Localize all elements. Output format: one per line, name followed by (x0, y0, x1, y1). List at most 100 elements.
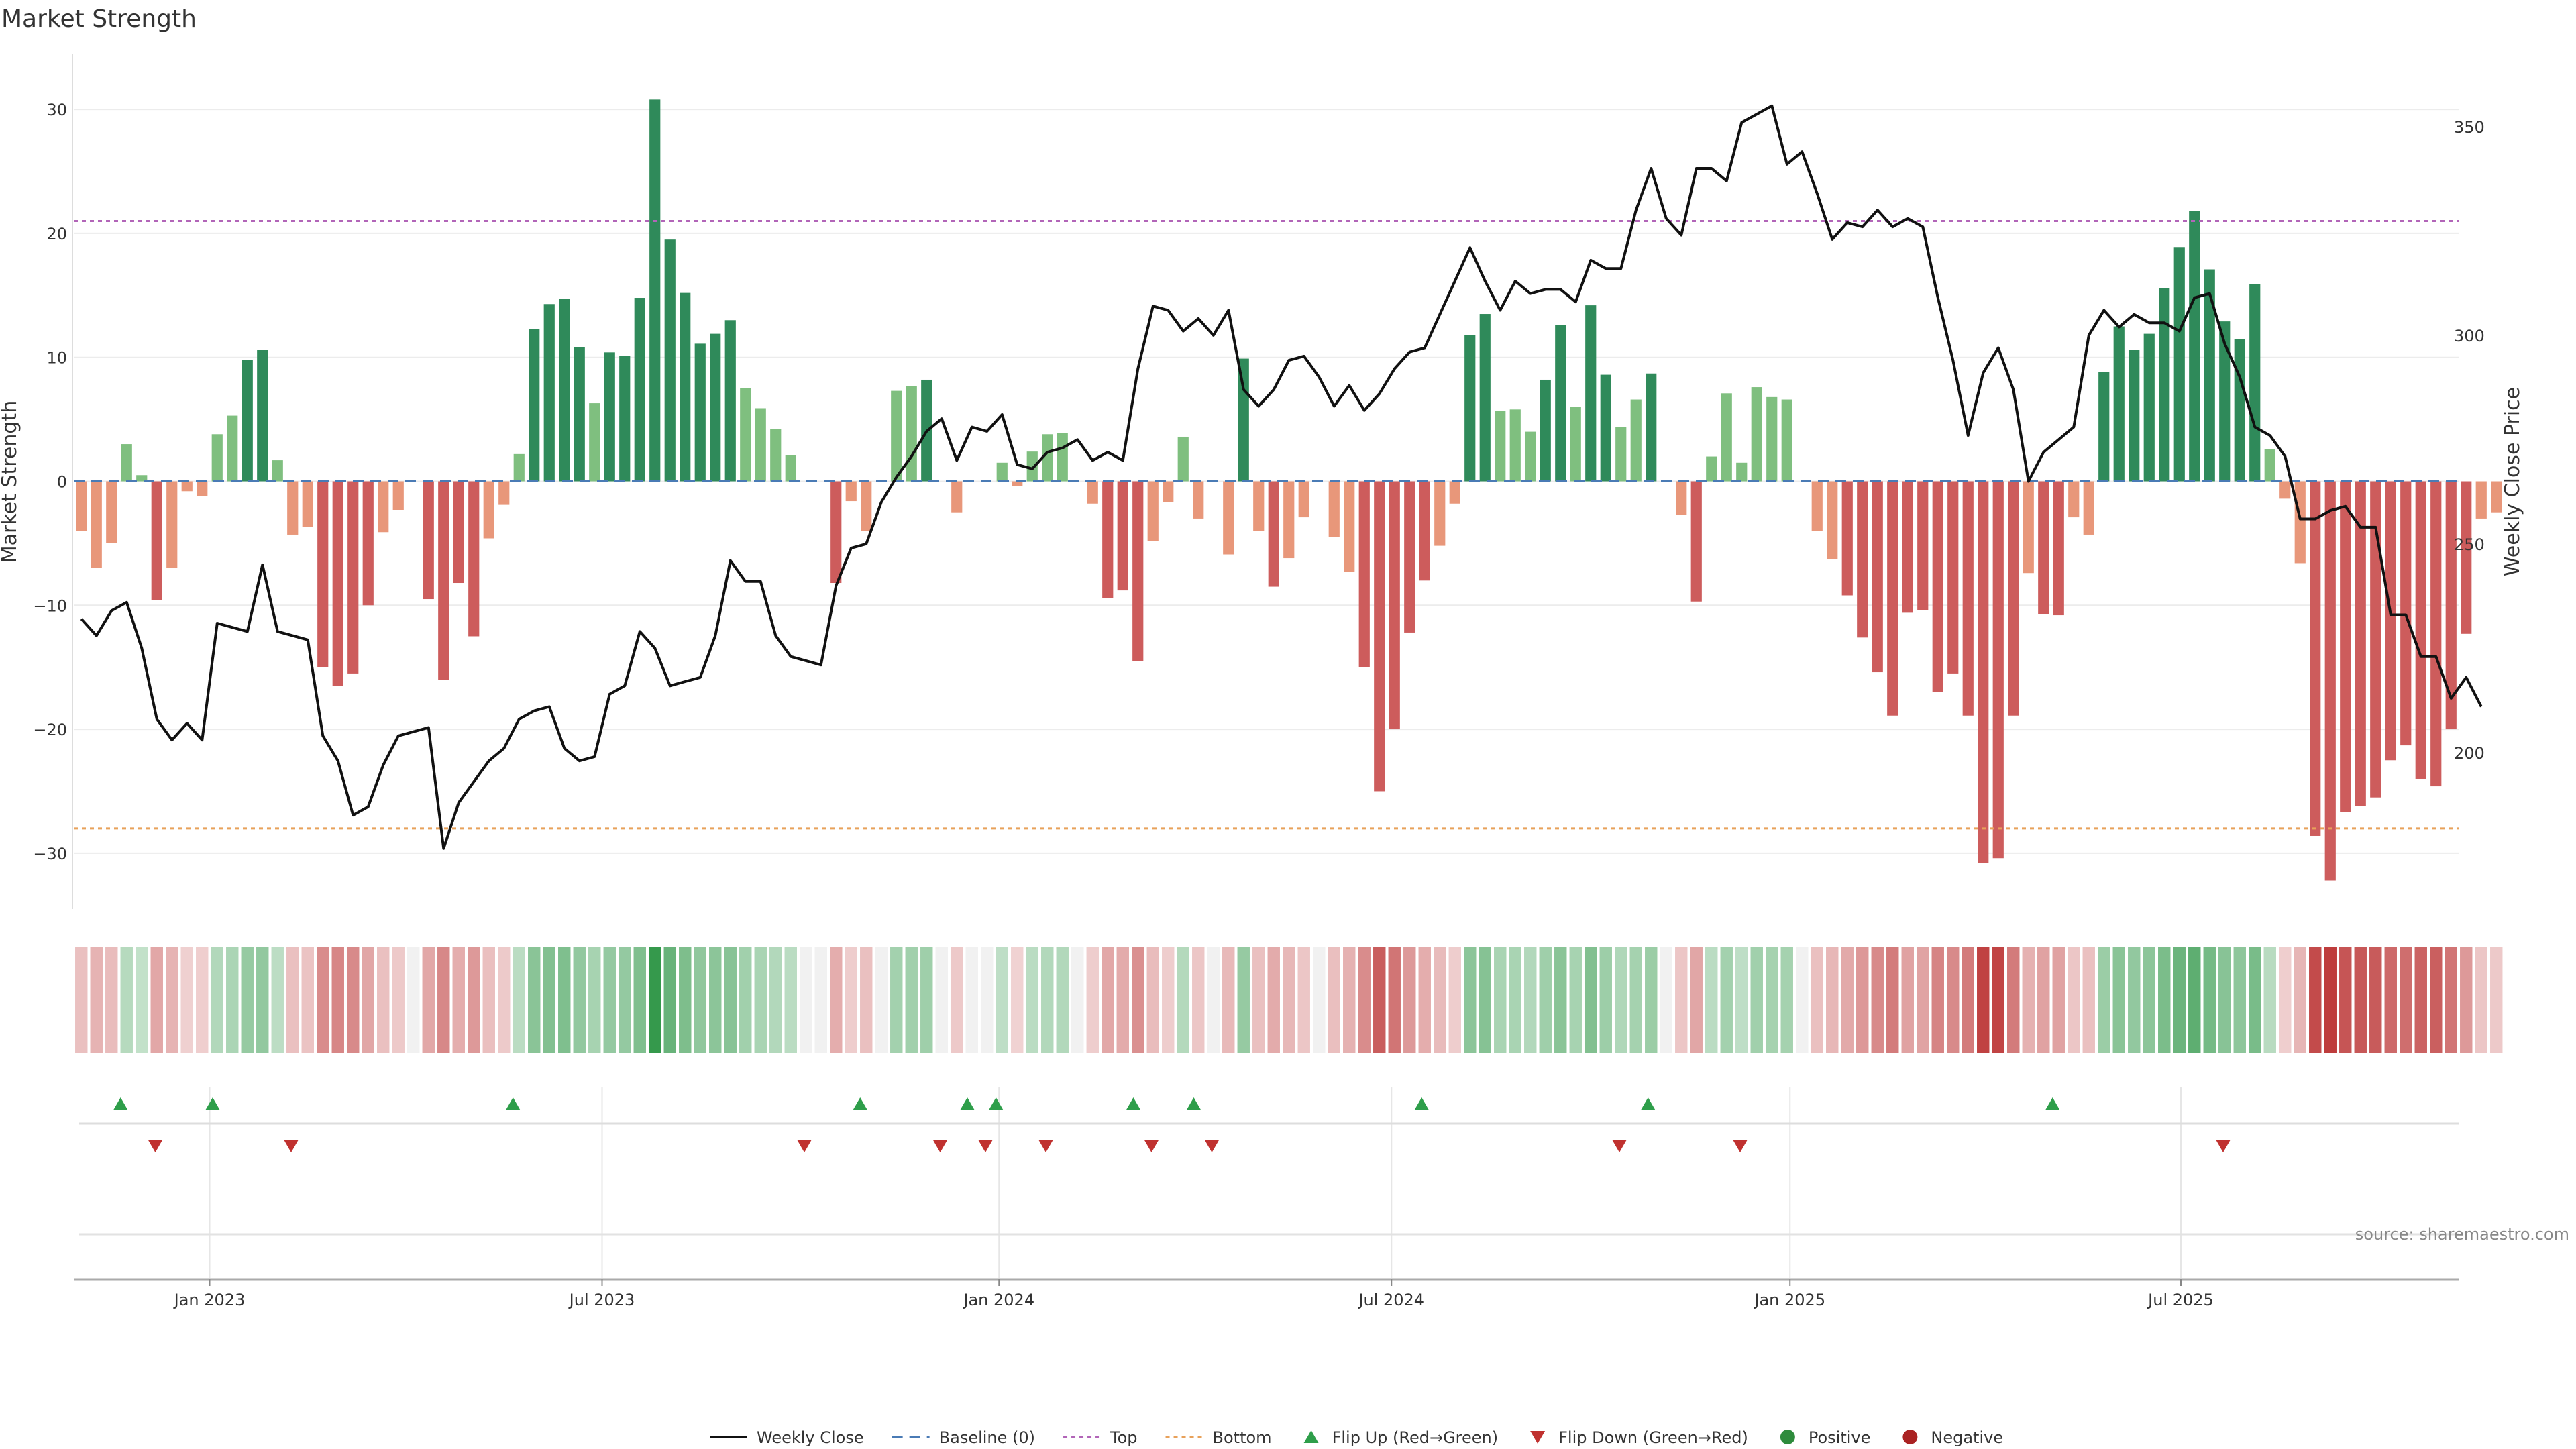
strength-bar (1540, 379, 1551, 482)
heat-cell (120, 947, 133, 1053)
strength-bar (861, 481, 872, 531)
strength-bar (241, 360, 253, 482)
heat-cell (951, 947, 963, 1053)
strength-bar (1147, 481, 1159, 541)
strength-bar (347, 481, 359, 674)
flip-markers (79, 1097, 2459, 1236)
strength-bar (1811, 481, 1823, 531)
legend: Weekly Close Baseline (0) Top Bottom Flip Up… (710, 1428, 2003, 1447)
y-axis-right-label: Weekly Close Price (2501, 387, 2524, 576)
strength-bar (1887, 481, 1898, 716)
strength-bar (257, 350, 268, 482)
x-tick-label: Jan 2023 (173, 1291, 246, 1309)
heat-cell (2294, 947, 2306, 1053)
legend-item: Weekly Close (710, 1428, 864, 1447)
weekly-close-line (80, 104, 2483, 850)
y-right-tick-label: 300 (2454, 327, 2485, 345)
heat-cell (2233, 947, 2246, 1053)
strength-bar (1132, 481, 1144, 661)
heat-cell (1569, 947, 1582, 1053)
strength-bar (2279, 481, 2291, 499)
heat-cell (905, 947, 918, 1053)
strength-bar (740, 388, 751, 482)
flip-up-marker (988, 1097, 1004, 1110)
strength-bar (151, 481, 162, 600)
legend-item: Positive (1780, 1428, 1870, 1447)
legend-label: Flip Down (Green→Red) (1558, 1428, 1748, 1447)
strength-bar (559, 299, 570, 482)
heat-cell (875, 947, 888, 1053)
heat-cell (2007, 947, 2020, 1053)
heat-cell (1585, 947, 1597, 1053)
heat-cell (1554, 947, 1567, 1053)
heat-cell (1766, 947, 1778, 1053)
strength-bar (1012, 481, 1023, 486)
heat-cell (1494, 947, 1507, 1053)
y-right-tick-label: 200 (2454, 744, 2485, 763)
heat-cell (1448, 947, 1461, 1053)
flip-down-marker (1733, 1140, 1748, 1152)
heat-cell (1901, 947, 1914, 1053)
heat-cell (90, 947, 103, 1053)
heat-cell (1328, 947, 1340, 1053)
legend-item: Baseline (0) (892, 1428, 1035, 1447)
heat-cell (1962, 947, 1974, 1053)
y-right-tick-label: 250 (2454, 535, 2485, 554)
heat-cell (2052, 947, 2065, 1053)
strength-bar (2310, 481, 2321, 836)
strength-bar (1721, 393, 1732, 482)
source-note: source: sharemaestro.com (2355, 1225, 2569, 1244)
heat-cell (2369, 947, 2382, 1053)
heat-cell (2460, 947, 2473, 1053)
heat-cell (271, 947, 284, 1053)
strength-bar (634, 298, 645, 482)
heat-cell (1207, 947, 1220, 1053)
legend-label: Bottom (1213, 1428, 1272, 1447)
legend-circle-swatch (1902, 1430, 1918, 1444)
heat-cell (1931, 947, 1944, 1053)
strength-bar (1042, 434, 1053, 482)
strength-bar (272, 460, 283, 482)
strength-bar (423, 481, 434, 600)
strength-bar (2159, 288, 2170, 482)
heat-cell (1796, 947, 1809, 1053)
strength-bar (1600, 374, 1611, 482)
strength-bar (1676, 481, 1687, 515)
strength-bar (951, 481, 963, 513)
heat-cell (2445, 947, 2457, 1053)
heat-cell (1071, 947, 1084, 1053)
strength-bar (392, 481, 404, 510)
x-tick-label: Jan 2025 (1753, 1291, 1825, 1309)
strength-bar (2113, 326, 2125, 482)
heat-cell (1343, 947, 1356, 1053)
strength-bar (2475, 481, 2487, 519)
legend-label: Flip Up (Red→Green) (1332, 1428, 1499, 1447)
heat-cell (603, 947, 616, 1053)
heat-cell (2158, 947, 2171, 1053)
strength-bar (1328, 481, 1340, 537)
x-axis: Jan 2023 Jul 2023 Jan 2024 Jul 2024 Jan 2025… (74, 1278, 2459, 1309)
strength-bar (1962, 481, 1974, 716)
heat-cell (633, 947, 646, 1053)
heat-cell (1720, 947, 1733, 1053)
strength-bar (378, 481, 389, 533)
heat-cell (1675, 947, 1688, 1053)
strength-bar (106, 481, 117, 543)
heat-cell (1629, 947, 1642, 1053)
strength-bar (227, 415, 238, 482)
heat-cell (1132, 947, 1144, 1053)
strength-bar (2491, 481, 2502, 513)
flip-down-marker (1144, 1140, 1159, 1152)
strength-bar (680, 292, 691, 482)
legend-label: Top (1110, 1428, 1138, 1447)
heat-cell (422, 947, 435, 1053)
strength-bar (483, 481, 494, 539)
heat-cell (2475, 947, 2487, 1053)
strength-bar (1509, 409, 1521, 482)
strength-bar (2189, 211, 2200, 482)
heat-cell (2098, 947, 2110, 1053)
heat-cell (2490, 947, 2503, 1053)
strength-bar (332, 481, 343, 686)
strength-bar (302, 481, 313, 527)
heat-cell (663, 947, 676, 1053)
